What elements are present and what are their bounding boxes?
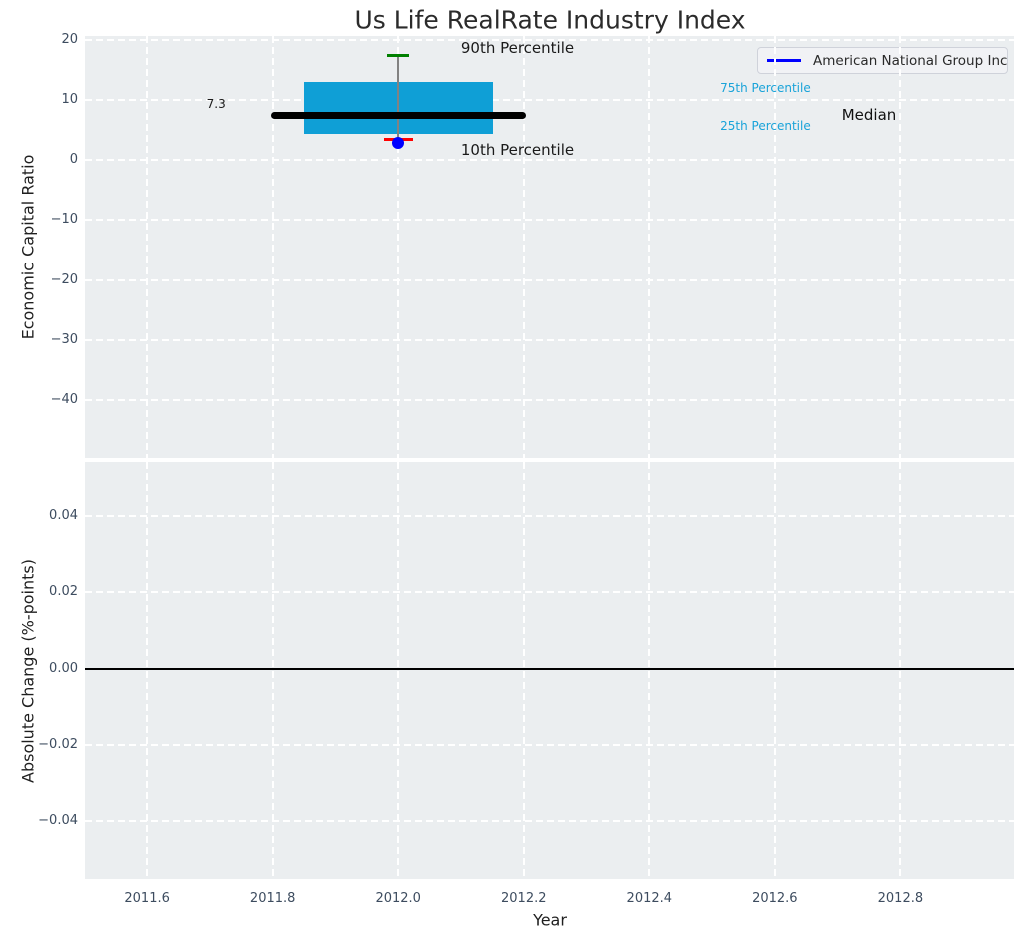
gridline-vertical [648,36,651,458]
gridline-vertical [522,462,525,879]
gridline-vertical [522,36,525,458]
company-data-point [392,137,405,150]
y-tick-label: −30 [50,331,78,347]
annotation-10th-percentile: 10th Percentile [460,141,575,160]
gridline-horizontal [85,158,1014,161]
gridline-vertical [648,462,651,879]
y-tick-label: −40 [50,391,78,407]
x-tick-label: 2011.8 [249,891,296,906]
x-tick-label: 2012.4 [626,891,673,906]
gridline-vertical [773,36,776,458]
x-tick-label: 2012.0 [375,891,421,906]
x-tick-label: 2011.6 [124,891,170,906]
annotation-median: Median [841,105,897,124]
gridline-horizontal [85,38,1014,41]
y-tick-label: −20 [50,271,78,287]
gridline-horizontal [85,744,1014,747]
gridline-vertical [773,462,776,879]
y-tick-label: 10 [61,91,78,107]
x-tick-label: 2012.8 [877,891,924,906]
gridline-vertical [397,36,400,458]
median-line [270,112,526,120]
y-tick-label: 0 [69,151,78,167]
whisker-line [397,55,399,144]
gridline-horizontal [85,98,1014,101]
annotation-7-3: 7.3 [206,97,226,112]
top-plot-area [85,36,1014,458]
bottom-plot-area [85,462,1014,879]
y-tick-label: −10 [50,211,78,227]
y-axis-label-top: Economic Capital Ratio [18,154,38,340]
gridline-horizontal [85,218,1014,221]
zero-reference-line [85,667,1014,670]
annotation-25th-percentile: 25th Percentile [720,118,811,133]
x-axis-label: Year [533,910,567,930]
gridline-horizontal [85,398,1014,401]
y-tick-label: 20 [61,31,78,47]
annotation-90th-percentile: 90th Percentile [460,39,575,57]
gridline-vertical [397,462,400,879]
y-tick-label: −0.02 [38,737,78,753]
p90-whisker-cap [387,53,410,57]
legend-label: American National Group Inc [813,52,1008,69]
x-tick-label: 2012.6 [752,891,798,906]
gridline-vertical [899,36,902,458]
gridline-horizontal [85,515,1014,518]
gridline-horizontal [85,278,1014,281]
gridline-horizontal [85,820,1014,823]
legend-line-swatch [767,59,801,62]
chart-title: Us Life RealRate Industry Index [354,5,746,35]
x-tick-label: 2012.2 [501,891,547,906]
gridline-vertical [146,462,149,879]
gridline-vertical [271,36,274,458]
gridline-horizontal [85,591,1014,594]
y-tick-label: 0.00 [49,660,78,676]
legend: American National Group Inc [757,47,1008,74]
y-tick-label: 0.04 [49,508,78,524]
gridline-vertical [899,462,902,879]
annotation-75th-percentile: 75th Percentile [720,80,811,95]
gridline-vertical [146,36,149,458]
y-tick-label: 0.02 [49,584,78,600]
gridline-horizontal [85,338,1014,341]
gridline-vertical [271,462,274,879]
y-tick-label: −0.04 [38,813,78,829]
